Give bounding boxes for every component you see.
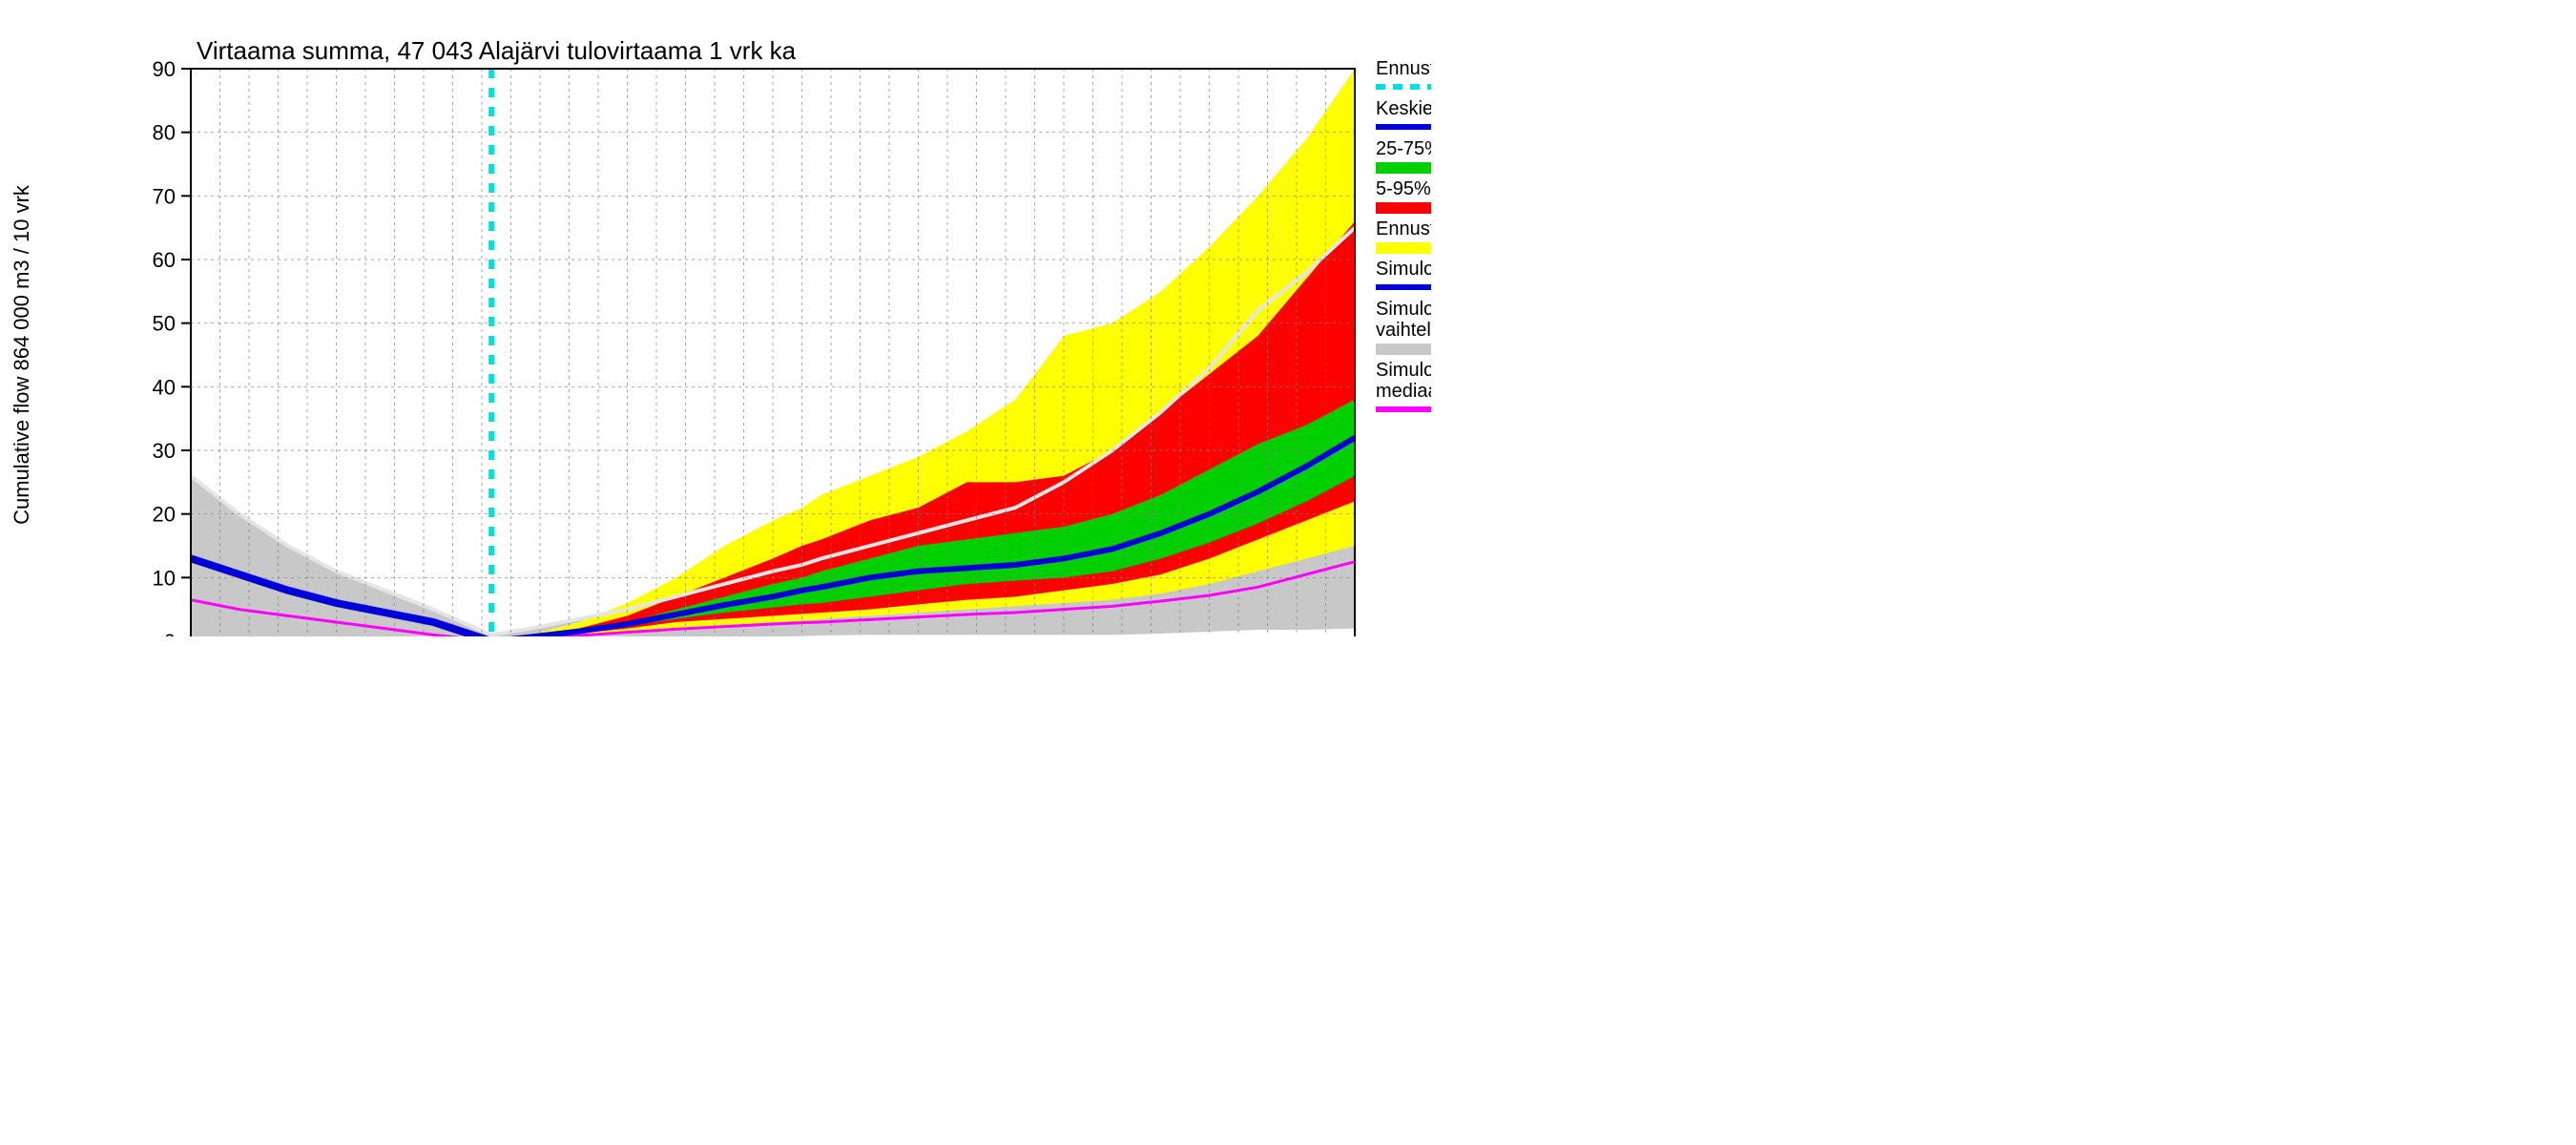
legend-label: Simuloitujen arvojen bbox=[1376, 299, 1431, 320]
legend-label: mediaani bbox=[1376, 381, 1431, 402]
ytick-label: 0 bbox=[164, 630, 176, 636]
legend-label: Simuloitu historia bbox=[1376, 259, 1431, 280]
legend-label: Ennusteen alku bbox=[1376, 58, 1431, 79]
legend-label: Simuloitujen arvojen bbox=[1376, 360, 1431, 381]
ytick-label: 90 bbox=[153, 57, 176, 81]
ytick-label: 30 bbox=[153, 439, 176, 463]
ytick-label: 20 bbox=[153, 503, 176, 527]
legend-label: 5-95% vaihteluväli bbox=[1376, 178, 1431, 199]
ytick-label: 10 bbox=[153, 566, 176, 590]
legend-swatch bbox=[1376, 242, 1431, 254]
legend-label: vaihteluväli 1962-2019 bbox=[1376, 320, 1431, 341]
y-axis-label: Cumulative flow 864 000 m3 / 10 vrk bbox=[10, 184, 33, 525]
legend-swatch bbox=[1376, 202, 1431, 214]
legend-swatch bbox=[1376, 344, 1431, 355]
ytick-label: 40 bbox=[153, 375, 176, 399]
cumulative-flow-chart: 0102030405060708090Joulukuu2024Tammikuu2… bbox=[0, 0, 1431, 636]
legend-swatch bbox=[1376, 162, 1431, 174]
ytick-label: 60 bbox=[153, 248, 176, 272]
ytick-label: 50 bbox=[153, 312, 176, 336]
legend-label: Ennusteen vaihteluväli bbox=[1376, 219, 1431, 239]
ytick-label: 80 bbox=[153, 121, 176, 145]
ytick-label: 70 bbox=[153, 184, 176, 208]
legend-label: Keskiennuste bbox=[1376, 98, 1431, 119]
chart-title: Virtaama summa, 47 043 Alajärvi tulovirt… bbox=[197, 36, 797, 65]
legend-label: 25-75% vaihteluväli bbox=[1376, 138, 1431, 159]
